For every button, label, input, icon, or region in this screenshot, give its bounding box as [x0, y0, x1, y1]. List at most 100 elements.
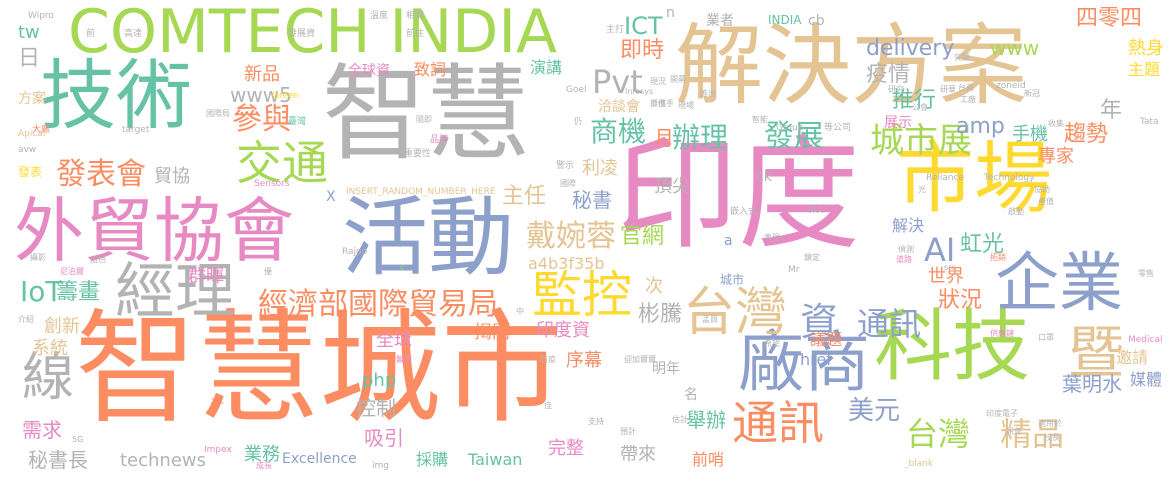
word-epidemic: 疫情 — [866, 62, 911, 87]
word-hold: 舉辦 — [686, 408, 726, 432]
word-brand: 品牌 — [430, 135, 449, 145]
word-opening: 開幕 — [670, 75, 686, 84]
word-hope: 希望 — [764, 339, 780, 348]
word-new-product: 新品 — [244, 64, 280, 85]
word-system: 系統 — [32, 338, 68, 359]
word-rajoo: Rajoo — [342, 247, 368, 257]
word-taitra-short: 貿協 — [154, 166, 190, 187]
word-address: 致詞 — [414, 60, 447, 79]
word-comtech-india: COMTECH INDIA — [68, 0, 558, 67]
word-development: 發展 — [764, 119, 824, 154]
word-capital: 資 — [800, 300, 839, 344]
word-science-tech: 科技 — [874, 302, 1031, 392]
word-innovation: 創新 — [44, 316, 80, 337]
word-line: 線 — [22, 348, 75, 408]
word-next-year: 明年 — [652, 361, 680, 377]
word-highlight: 突顯 — [954, 53, 970, 62]
word-iot: IoT — [20, 275, 63, 308]
word-demand: 需求 — [22, 418, 62, 442]
word-secretary: 秘書 — [572, 188, 612, 212]
word-technology: 技術 — [40, 51, 192, 140]
word-middle: 中 — [516, 307, 524, 316]
word-related: 相關 — [406, 11, 425, 21]
word-name: 名 — [684, 387, 698, 403]
word-infosys: Infosys — [625, 87, 654, 96]
word-immediately: 隨即 — [416, 115, 432, 124]
word-city-expo: 城市展 — [870, 121, 972, 161]
word-ai: AI — [924, 231, 956, 269]
word-and: 暨 — [1068, 321, 1124, 386]
word-ict: ICT — [624, 12, 663, 40]
word-intl-bureau: 國際局 — [206, 109, 230, 118]
word-5g: 5G — [72, 435, 84, 444]
word-technology-en: Technology — [984, 173, 1035, 183]
word-situation: 狀況 — [938, 288, 983, 313]
word-camera: 攝影 — [30, 253, 46, 262]
word-n: n — [666, 5, 675, 21]
word-green: Green — [272, 91, 300, 101]
word-still: 仍 — [574, 117, 582, 126]
word-main-focus: 主打 — [606, 25, 625, 35]
word-market: 市場 — [896, 134, 1053, 224]
word-manufacturers: 廠商 — [738, 324, 870, 401]
word-activity: 活動 — [342, 188, 514, 288]
word-monitoring: 監控 — [532, 266, 632, 324]
word-principal: 校長 — [1044, 433, 1060, 442]
word-collect: 收集 — [1048, 119, 1064, 128]
word-control: 控制 — [356, 396, 396, 420]
word-secretary-general: 秘書長 — [28, 448, 88, 472]
word-taiwanese-firms: 台商 — [958, 83, 974, 92]
word-hongguang: 虹光 — [960, 232, 1005, 257]
word-good: 佳 — [544, 401, 552, 410]
word-mumbai: 孟買 — [702, 315, 718, 324]
word-taiwan-tiny: 臺灣 — [288, 117, 307, 127]
word-intelligent: 智能 — [752, 115, 768, 124]
word-fair: 洽談會 — [598, 99, 640, 115]
word-warning: 警示 — [556, 161, 575, 171]
word-bangalore: 迎加爾爾 — [624, 355, 656, 364]
word-insert-random: INSERT_RANDOM_NUMBER_HERE — [346, 187, 496, 197]
word-before: 前 — [86, 29, 96, 39]
word-output: 產值 — [1038, 197, 1054, 206]
word-message: 訊息 — [1006, 427, 1022, 436]
word-traffic: 交通 — [236, 136, 328, 190]
word-lecture: 演講 — [530, 58, 563, 77]
word-mobile: 手機 — [1012, 124, 1048, 145]
word-intro: 介紹 — [18, 315, 34, 324]
word-dai-wanrong: 戴婉蓉 — [526, 219, 616, 254]
word-retail: 零售 — [1138, 269, 1154, 278]
word-www: www — [990, 36, 1040, 60]
word-hand-in-hand: 攜手 — [658, 99, 674, 108]
word-issue: 議題 — [810, 330, 843, 349]
word-promote: 推行 — [892, 88, 937, 113]
word-official-site: 官網 — [620, 224, 665, 249]
word-boft: 經濟部國際貿易局 — [258, 287, 498, 322]
word-zoneid: zoneid — [996, 81, 1026, 91]
word-india-capital: 印度資 — [536, 320, 590, 341]
word-forecast: 預計 — [620, 427, 636, 436]
word-city: 城市 — [720, 273, 745, 287]
word-instant: 即時 — [620, 38, 665, 63]
word-excellent: 出色 — [90, 255, 106, 264]
word-importance: 重要性 — [404, 149, 432, 159]
word-advantech: 研華 — [940, 85, 956, 94]
word-www5: www5 — [230, 83, 292, 107]
word-c: c — [400, 263, 405, 273]
word-invite: 邀請 — [1116, 348, 1149, 367]
word-404: 四零四 — [1076, 6, 1143, 31]
word-launch-event: 發表會 — [56, 157, 146, 192]
word-go-to: 前往 — [406, 29, 425, 39]
word-medical: Medical — [1128, 335, 1163, 345]
word-onsite: 現場 — [678, 101, 694, 110]
word-x: X — [326, 189, 336, 205]
word-exhibit: 展示 — [884, 115, 912, 131]
word-cb: cb — [808, 13, 825, 29]
word-world: 世界 — [928, 266, 964, 287]
word-telecom-1: 通訊 — [732, 396, 824, 450]
word-excellence: Excellence — [282, 451, 357, 467]
word-mr: Mr — [788, 265, 800, 275]
word-group: Group — [776, 123, 804, 133]
word-embedded: 嵌入式 — [730, 207, 758, 217]
word-estimate: 估計 — [672, 415, 688, 424]
